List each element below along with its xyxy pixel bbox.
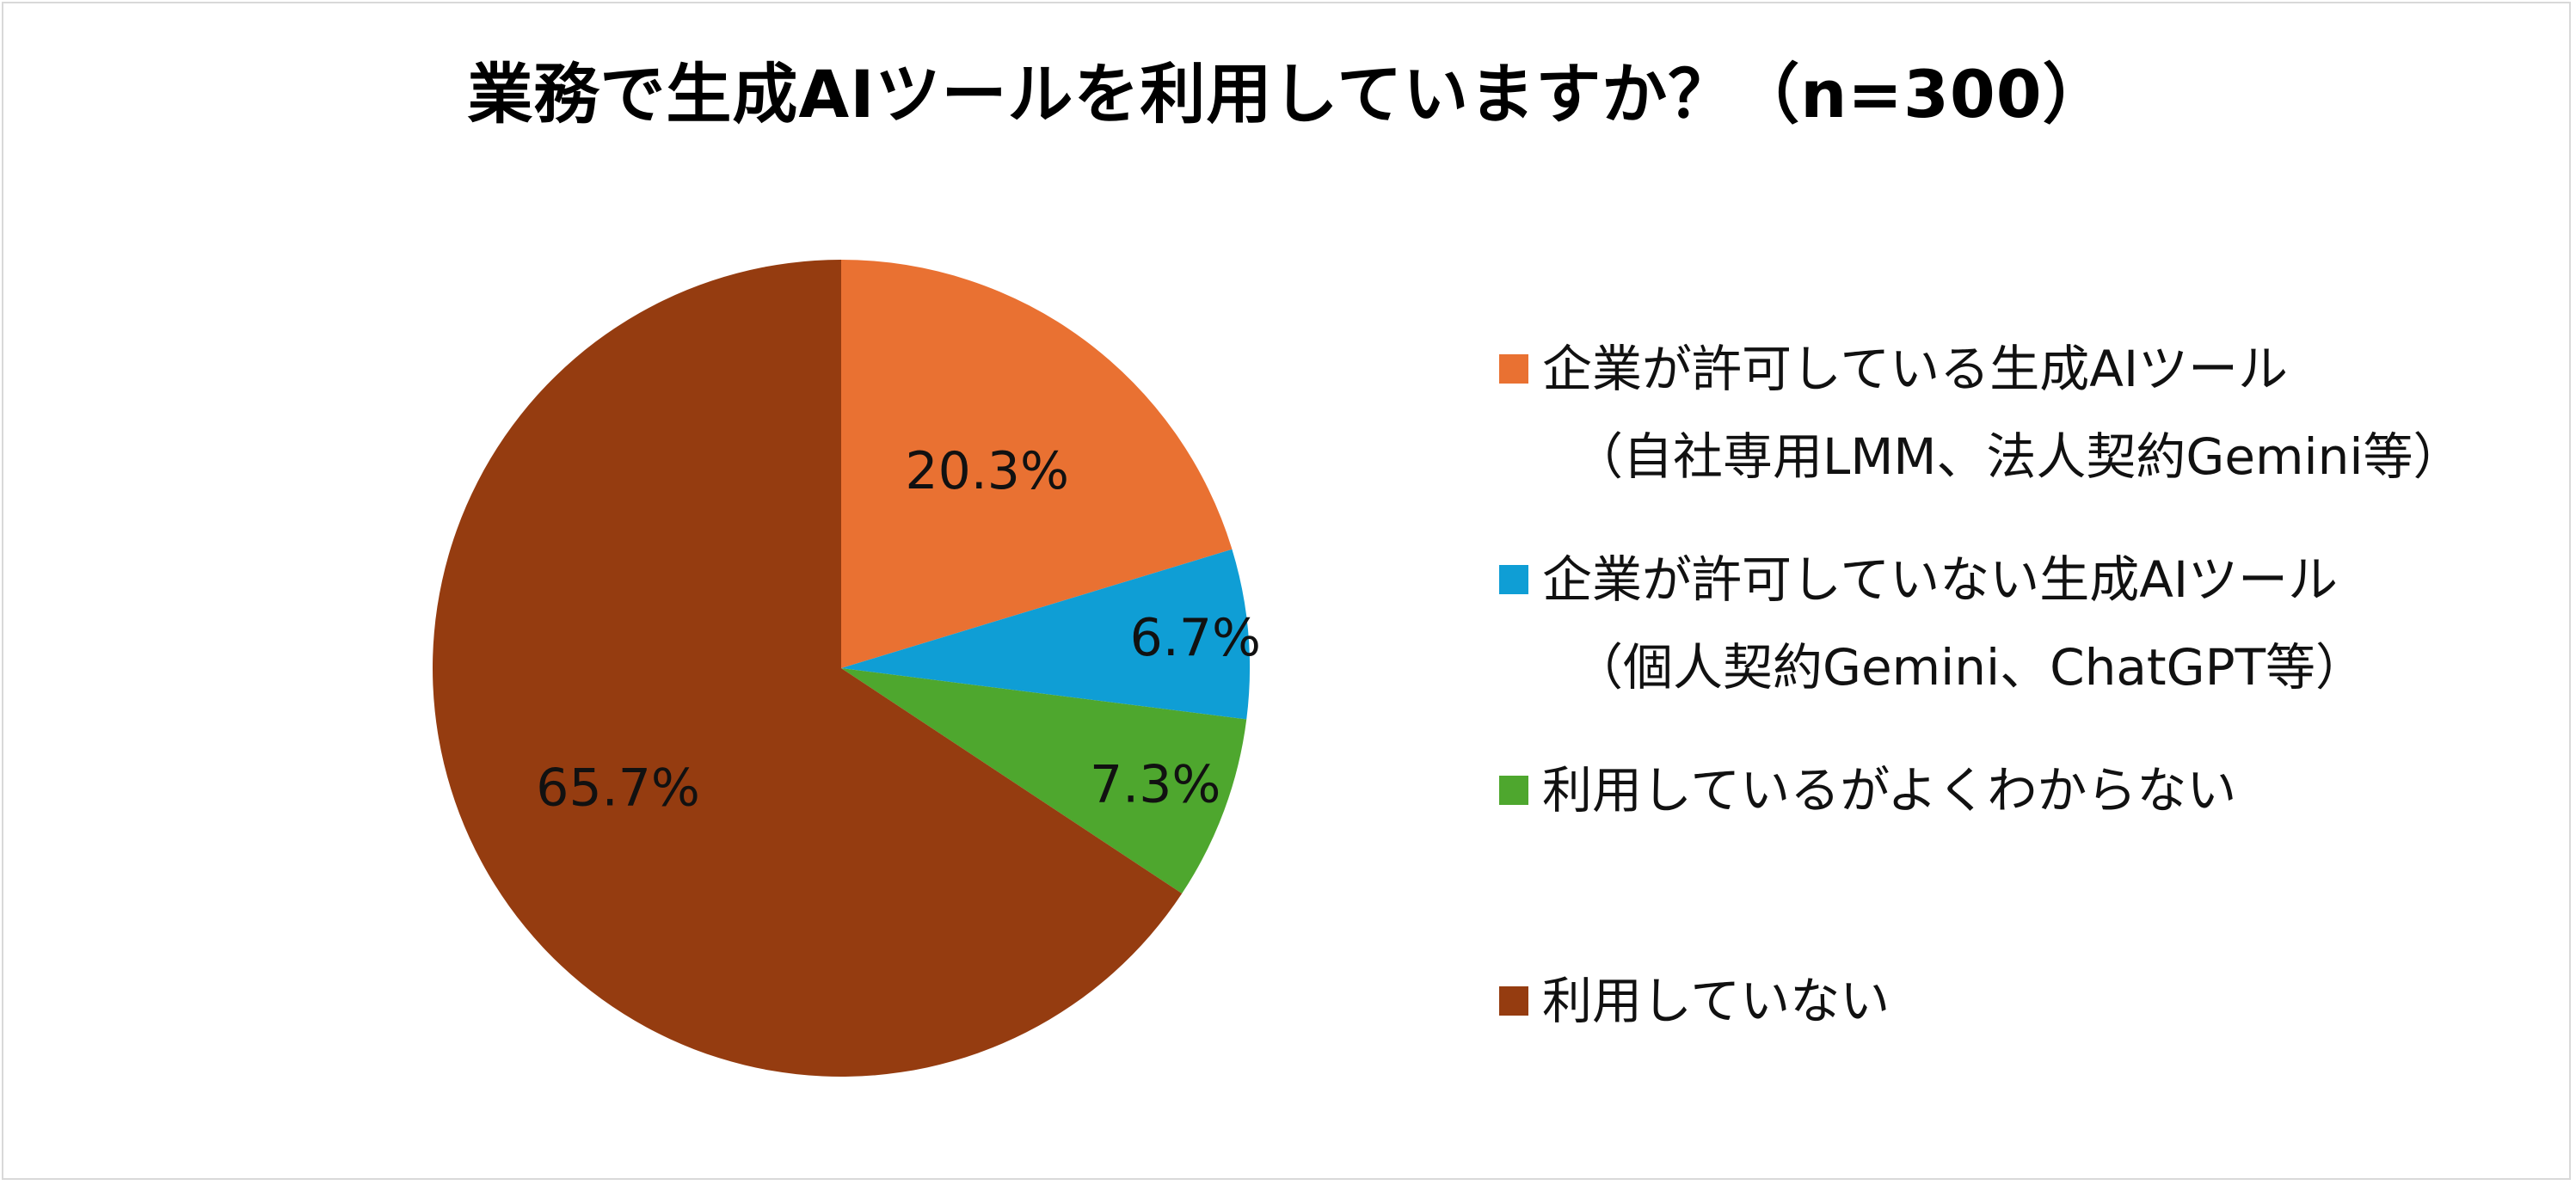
data-label-unsure: 7.3%	[1090, 754, 1220, 814]
chart-title: 業務で生成AIツールを利用していますか？（n=300）	[467, 56, 2109, 132]
legend-swatch-unsure	[1499, 776, 1528, 805]
pie-slice-not-using	[433, 260, 1183, 1077]
data-label-not-using: 65.7%	[536, 758, 700, 818]
legend-label-unsure: 利用しているがよくわからない	[1542, 761, 2237, 820]
legend-label-not-using: 利用していない	[1542, 972, 1891, 1030]
legend-label-allowed: 企業が許可している生成AIツール	[1542, 340, 2289, 398]
legend-label-not-allowed: 企業が許可していない生成AIツール	[1542, 550, 2339, 609]
legend-swatch-not-allowed	[1499, 565, 1528, 594]
data-label-not-allowed: 6.7%	[1130, 608, 1261, 668]
legend-swatch-not-using	[1499, 986, 1528, 1016]
pie-slice-not-allowed	[841, 549, 1250, 720]
legend-sublabel-allowed: （自社専用LMM、法人契約Gemini等）	[1573, 427, 2463, 486]
legend-swatch-allowed	[1499, 354, 1528, 384]
pie-slice-allowed	[841, 260, 1233, 668]
pie-slice-unsure	[841, 668, 1247, 894]
data-label-allowed: 20.3%	[905, 441, 1069, 501]
legend-sublabel-not-allowed: （個人契約Gemini、ChatGPT等）	[1573, 638, 2366, 697]
